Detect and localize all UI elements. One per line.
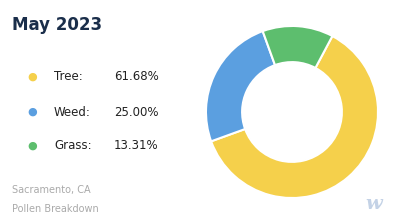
Text: Grass:: Grass: [54,139,92,152]
Text: ●: ● [27,141,37,151]
Wedge shape [206,31,275,141]
Wedge shape [263,26,332,68]
Text: w: w [365,195,382,213]
Text: Pollen Breakdown: Pollen Breakdown [12,204,99,214]
Text: Tree:: Tree: [54,70,83,83]
Text: Weed:: Weed: [54,106,91,118]
Text: 61.68%: 61.68% [114,70,159,83]
Wedge shape [211,36,378,198]
Text: Sacramento, CA: Sacramento, CA [12,185,91,195]
Text: 13.31%: 13.31% [114,139,159,152]
Text: ●: ● [27,107,37,117]
Text: ●: ● [27,71,37,81]
Text: May 2023: May 2023 [12,16,102,34]
Text: 25.00%: 25.00% [114,106,158,118]
